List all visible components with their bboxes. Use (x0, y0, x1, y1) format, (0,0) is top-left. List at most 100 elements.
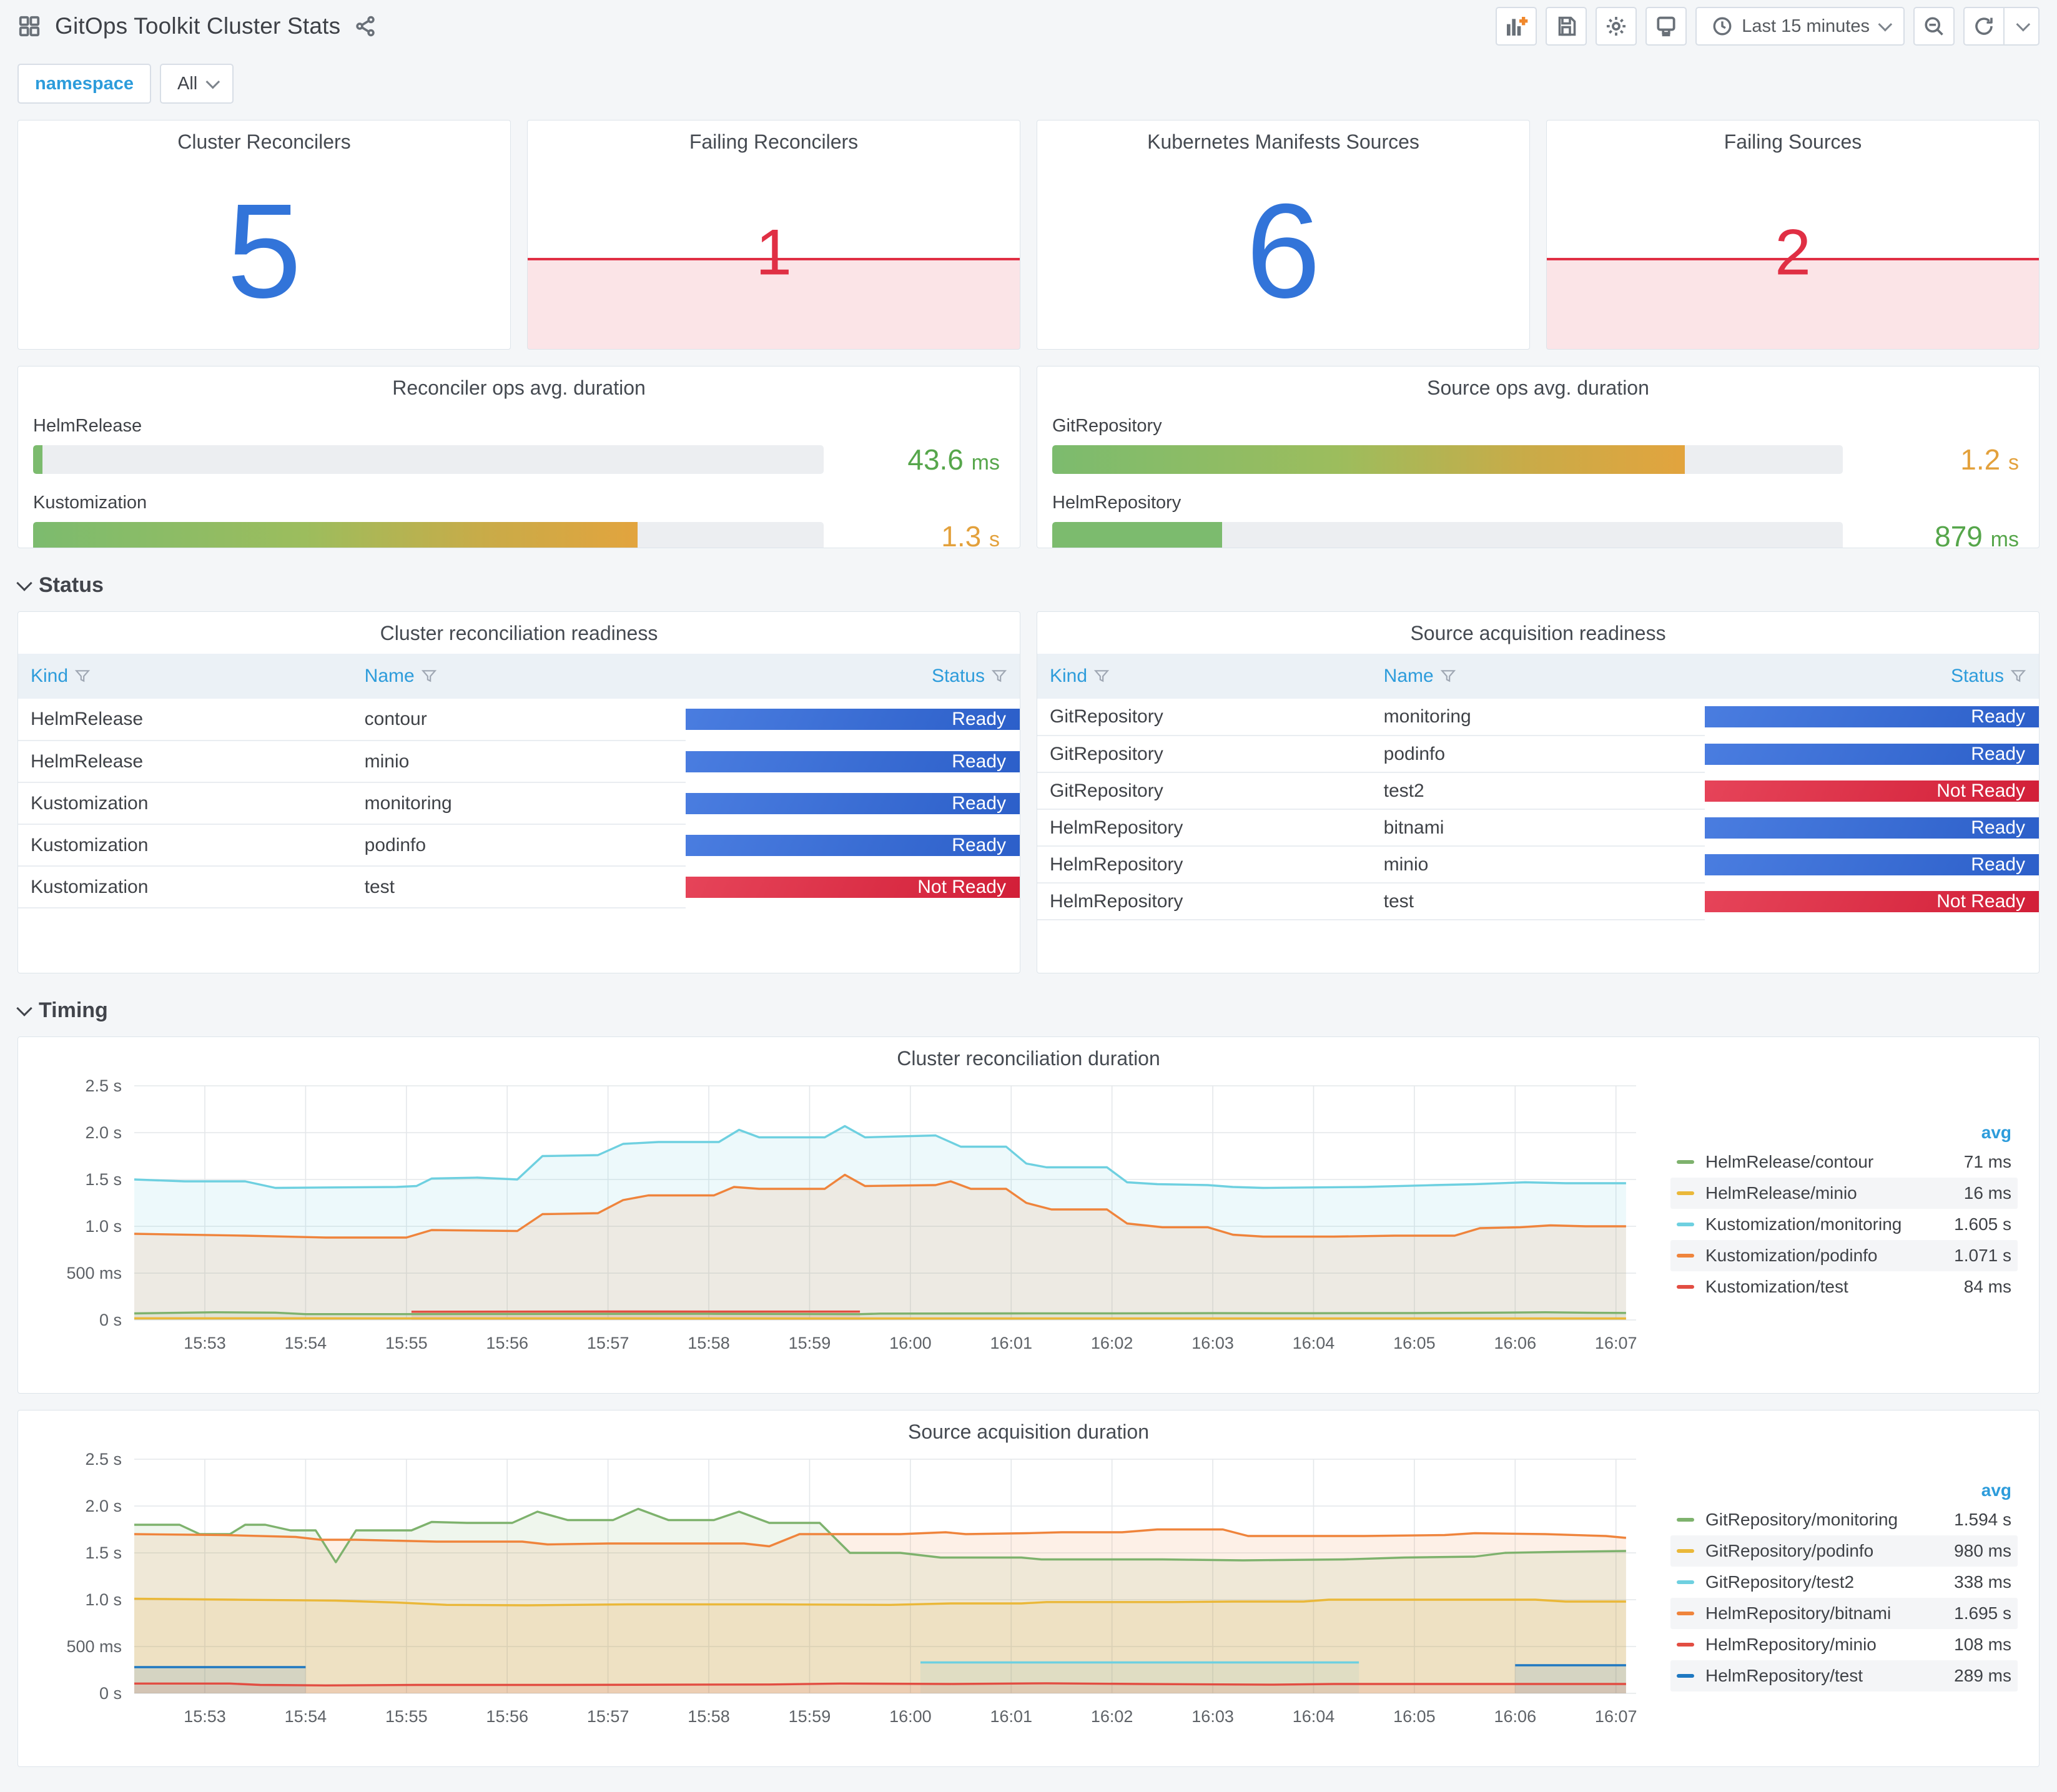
refresh-interval-button[interactable] (2005, 7, 2040, 46)
cell-name: podinfo (352, 824, 686, 867)
cell-name: test (1371, 883, 1705, 920)
table-row[interactable]: GitRepository monitoring Ready (1037, 699, 2039, 737)
stat-panel-title: Failing Reconcilers (689, 130, 859, 153)
legend-item[interactable]: HelmRepository/bitnami 1.695 s (1670, 1598, 2018, 1629)
status-badge: Not Ready (1705, 890, 2039, 912)
status-badge: Ready (686, 708, 1020, 730)
gauge-fill (1052, 522, 1223, 548)
column-header-kind[interactable]: Kind (18, 654, 352, 699)
cell-name: test (352, 866, 686, 908)
x-axis-tick-label: 15:56 (486, 1707, 528, 1726)
stat-panel-title: Kubernetes Manifests Sources (1147, 130, 1419, 153)
chart-plot-area[interactable]: 0 s 500 ms 1.0 s 1.5 s 2.0 s 2.5 s 15:53 15:54 1… (28, 1070, 1652, 1364)
table-row[interactable]: Kustomization test Not Ready (18, 866, 1020, 909)
table-row[interactable]: GitRepository podinfo Ready (1037, 736, 2039, 774)
table-row[interactable]: HelmRelease minio Ready (18, 741, 1020, 784)
legend-item[interactable]: GitRepository/monitoring 1.594 s (1670, 1504, 2018, 1535)
legend-avg-header[interactable]: avg (1981, 1123, 2011, 1142)
y-axis-tick-label: 2.5 s (85, 1076, 122, 1095)
table-row[interactable]: HelmRepository bitnami Ready (1037, 809, 2039, 847)
legend-item[interactable]: Kustomization/podinfo 1.071 s (1670, 1240, 2018, 1271)
cell-status: Ready (686, 782, 1020, 825)
cell-kind: Kustomization (18, 782, 352, 825)
chevron-down-icon (2016, 17, 2031, 32)
namespace-variable-select[interactable]: All (160, 64, 234, 104)
cell-name: contour (352, 699, 686, 741)
series-line (134, 1173, 1626, 1239)
time-range-picker[interactable]: Last 15 minutes (1695, 7, 1905, 46)
status-badge: Ready (686, 751, 1020, 772)
filter-funnel-icon[interactable] (2010, 668, 2026, 684)
table-row[interactable]: HelmRelease contour Ready (18, 699, 1020, 742)
cell-name: monitoring (1371, 699, 1705, 736)
x-axis-tick-label: 16:05 (1393, 1707, 1436, 1726)
legend-series-name: HelmRepository/bitnami (1705, 1603, 1892, 1623)
gauge-row: HelmRepository 879 ms (1052, 493, 2024, 548)
legend-item[interactable]: HelmRelease/contour 71 ms (1670, 1146, 2018, 1178)
cell-status: Not Ready (1705, 772, 2039, 810)
status-badge: Ready (686, 834, 1020, 856)
legend-series-avg: 338 ms (1954, 1572, 2011, 1592)
legend-series-swatch (1677, 1674, 1694, 1678)
legend-item[interactable]: GitRepository/podinfo 980 ms (1670, 1535, 2018, 1567)
tv-icon (1657, 16, 1675, 37)
x-axis-tick-label: 15:59 (789, 1707, 831, 1726)
filter-funnel-icon[interactable] (1093, 668, 1110, 684)
column-header-status[interactable]: Status (1705, 654, 2039, 699)
legend-item[interactable]: HelmRepository/test 289 ms (1670, 1660, 2018, 1691)
chart-plot-area[interactable]: 0 s 500 ms 1.0 s 1.5 s 2.0 s 2.5 s 15:53 15:54 1… (28, 1444, 1652, 1737)
table-row[interactable]: HelmRepository test Not Ready (1037, 883, 2039, 921)
filter-funnel-icon[interactable] (1440, 668, 1456, 684)
cycle-view-button[interactable] (1645, 7, 1687, 46)
y-axis-tick-label: 2.0 s (85, 1123, 122, 1142)
gauge-fill (1052, 445, 1685, 474)
zoom-out-button[interactable] (1913, 7, 1955, 46)
table-row[interactable]: Kustomization podinfo Ready (18, 824, 1020, 867)
timeseries-panel: Cluster reconciliation duration 0 s 500 ms… (17, 1036, 2040, 1394)
legend-item[interactable]: Kustomization/test 84 ms (1670, 1271, 2018, 1302)
column-header-kind[interactable]: Kind (1037, 654, 1371, 699)
section-status[interactable]: Status (16, 564, 2040, 611)
x-axis-tick-label: 16:02 (1091, 1707, 1133, 1726)
dashboard-grid-icon[interactable] (17, 14, 41, 38)
status-badge: Not Ready (1705, 780, 2039, 802)
chart-title: Source acquisition duration (907, 1420, 1149, 1443)
legend-item[interactable]: HelmRelease/minio 16 ms (1670, 1178, 2018, 1209)
chevron-down-icon (16, 574, 32, 591)
legend-item[interactable]: Kustomization/monitoring 1.605 s (1670, 1209, 2018, 1240)
table-row[interactable]: GitRepository test2 Not Ready (1037, 772, 2039, 810)
x-axis-tick-label: 15:55 (385, 1334, 428, 1352)
add-panel-button[interactable] (1496, 7, 1537, 46)
legend-avg-header[interactable]: avg (1981, 1480, 2011, 1500)
dashboard-settings-button[interactable] (1596, 7, 1637, 46)
legend-series-name: Kustomization/test (1705, 1277, 1848, 1296)
x-axis-tick-label: 15:54 (285, 1334, 327, 1352)
cell-status: Ready (1705, 699, 2039, 737)
save-dashboard-button[interactable] (1546, 7, 1587, 46)
gauge-label: Kustomization (33, 493, 147, 513)
filter-funnel-icon[interactable] (991, 668, 1007, 684)
filter-funnel-icon[interactable] (74, 668, 91, 684)
column-header-name[interactable]: Name (1371, 654, 1705, 699)
filter-funnel-icon[interactable] (421, 668, 437, 684)
cell-kind: HelmRepository (1037, 809, 1371, 847)
chart-legend: avg HelmRelease/contour 71 ms HelmReleas… (1652, 1070, 2026, 1364)
status-badge: Not Ready (686, 876, 1020, 898)
legend-item[interactable]: GitRepository/test2 338 ms (1670, 1567, 2018, 1598)
section-timing[interactable]: Timing (16, 990, 2040, 1036)
cell-name: bitnami (1371, 809, 1705, 847)
table-row[interactable]: Kustomization monitoring Ready (18, 782, 1020, 825)
column-header-status[interactable]: Status (686, 654, 1020, 699)
refresh-button[interactable] (1963, 7, 2005, 46)
gauge-value: 1.3 s (941, 520, 1000, 548)
legend-item[interactable]: HelmRepository/minio 108 ms (1670, 1629, 2018, 1660)
gauge-value: 879 ms (1935, 520, 2019, 548)
table-row[interactable]: HelmRepository minio Ready (1037, 846, 2039, 884)
series-line (134, 1125, 1626, 1189)
x-axis-tick-label: 16:00 (889, 1707, 932, 1726)
cell-kind: Kustomization (18, 866, 352, 908)
y-axis-tick-label: 1.5 s (85, 1543, 122, 1562)
share-icon[interactable] (354, 15, 377, 37)
column-header-name[interactable]: Name (352, 654, 686, 699)
legend-series-swatch (1677, 1285, 1694, 1289)
